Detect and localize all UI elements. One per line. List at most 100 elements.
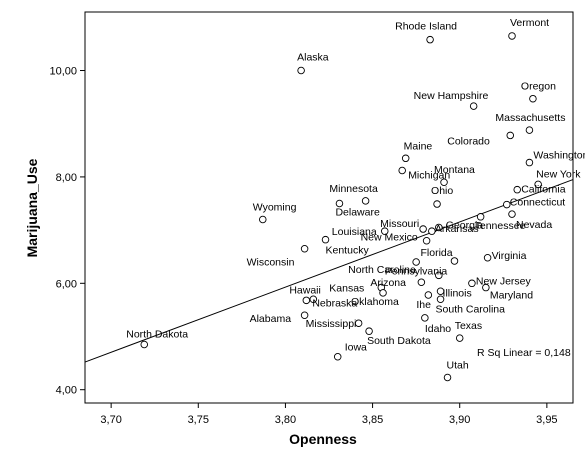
data-point (482, 283, 490, 292)
point-label: Wisconsin (247, 257, 295, 269)
y-ticks-layer: 4,00 6,00 8,00 10,00 (49, 66, 85, 397)
x-axis-title: Openness (289, 431, 357, 447)
point-label: South Dakota (367, 335, 431, 347)
data-point (421, 314, 429, 322)
point-label: Oklahoma (351, 296, 399, 308)
point-labels-layer: Vermont Rhode Island Alaska Oregon New Hamps… (126, 17, 585, 372)
data-point (534, 180, 542, 189)
data-point (333, 352, 342, 361)
point-label: North Dakota (126, 328, 188, 340)
point-label: California (521, 184, 566, 196)
data-point (321, 235, 330, 244)
point-label: Kentucky (326, 245, 370, 257)
data-point (503, 200, 511, 209)
point-label: Colorado (447, 135, 490, 147)
point-label: Maine (404, 140, 433, 152)
data-point (379, 289, 387, 297)
data-point (361, 197, 370, 205)
r-sq-label: R Sq Linear = 0,148 (477, 347, 571, 359)
point-label: Delaware (335, 207, 380, 219)
data-point (424, 291, 433, 299)
data-point (302, 296, 311, 305)
point-label: Illinois (443, 287, 472, 299)
data-point (398, 166, 406, 175)
data-point (433, 200, 441, 208)
data-point (468, 279, 476, 288)
data-point (140, 340, 149, 349)
data-point (435, 271, 443, 280)
point-label: Nebraska (312, 297, 357, 309)
x-tick-label: 3,95 (536, 414, 557, 426)
point-label: Washington (533, 150, 585, 162)
point-label: New Hampshire (414, 90, 489, 102)
data-point (335, 199, 344, 208)
y-axis-title: Marijuana_Use (24, 158, 40, 257)
data-point (443, 373, 452, 382)
data-point (529, 94, 537, 103)
point-label: Louisiana (332, 226, 377, 238)
data-point (436, 287, 445, 296)
point-label: Wyoming (253, 201, 297, 213)
point-label: New Mexico (361, 232, 418, 244)
data-point (506, 131, 515, 140)
point-label: Utah (447, 359, 469, 371)
data-point (469, 102, 478, 110)
data-point (300, 244, 309, 253)
data-point (401, 154, 410, 163)
point-label: Arizona (370, 277, 406, 289)
data-point (428, 227, 436, 235)
data-point (417, 278, 426, 286)
point-label: Michigan (408, 170, 450, 182)
y-tick-label: 8,00 (56, 172, 77, 184)
point-label: Pennsylvania (385, 265, 448, 277)
data-point (365, 327, 373, 335)
point-label: Tennessee (475, 220, 526, 232)
x-ticks-layer: 3,70 3,75 3,80 3,85 3,90 3,95 (100, 403, 558, 426)
data-point (483, 254, 492, 262)
data-point (381, 227, 389, 235)
point-label: Virginia (492, 250, 527, 262)
point-label: Nevada (516, 219, 552, 231)
y-tick-label: 6,00 (56, 278, 77, 290)
data-point (259, 215, 267, 224)
plot-frame (84, 11, 574, 404)
data-point (297, 66, 305, 75)
data-point (309, 295, 318, 304)
point-label: Kansas (329, 283, 364, 295)
x-tick-label: 3,85 (362, 414, 383, 426)
x-tick-label: 3,90 (449, 414, 470, 426)
point-label: Alabama (250, 313, 292, 325)
data-point (508, 32, 516, 40)
data-point (450, 257, 459, 265)
point-label: New Jersey (476, 275, 532, 287)
point-label: Florida (420, 247, 452, 259)
data-point (412, 258, 420, 266)
data-point (419, 225, 427, 233)
point-label: Alaska (297, 52, 329, 64)
data-point (354, 319, 363, 327)
data-point (455, 334, 464, 342)
data-point (508, 210, 516, 218)
data-point (525, 158, 534, 167)
point-label: Montana (434, 164, 475, 176)
x-tick-label: 3,75 (188, 414, 209, 426)
data-point (435, 223, 443, 232)
point-label: Idaho (425, 323, 451, 335)
data-point (426, 35, 434, 44)
point-label: New York (536, 168, 581, 180)
data-point (422, 236, 431, 245)
point-label: Rhode Island (395, 21, 457, 33)
point-label: Ohio (431, 185, 453, 197)
point-label: Georgia (446, 219, 484, 231)
fit-line (84, 179, 574, 363)
x-tick-label: 3,80 (275, 414, 296, 426)
point-label: Mississippi (306, 318, 357, 330)
point-label: South Carolina (436, 303, 506, 315)
point-label: Arkansas (435, 223, 479, 235)
data-point (440, 178, 448, 186)
data-point (300, 311, 309, 319)
data-point (513, 185, 521, 194)
point-label: Maryland (490, 290, 533, 302)
x-tick-label: 3,70 (100, 414, 121, 426)
